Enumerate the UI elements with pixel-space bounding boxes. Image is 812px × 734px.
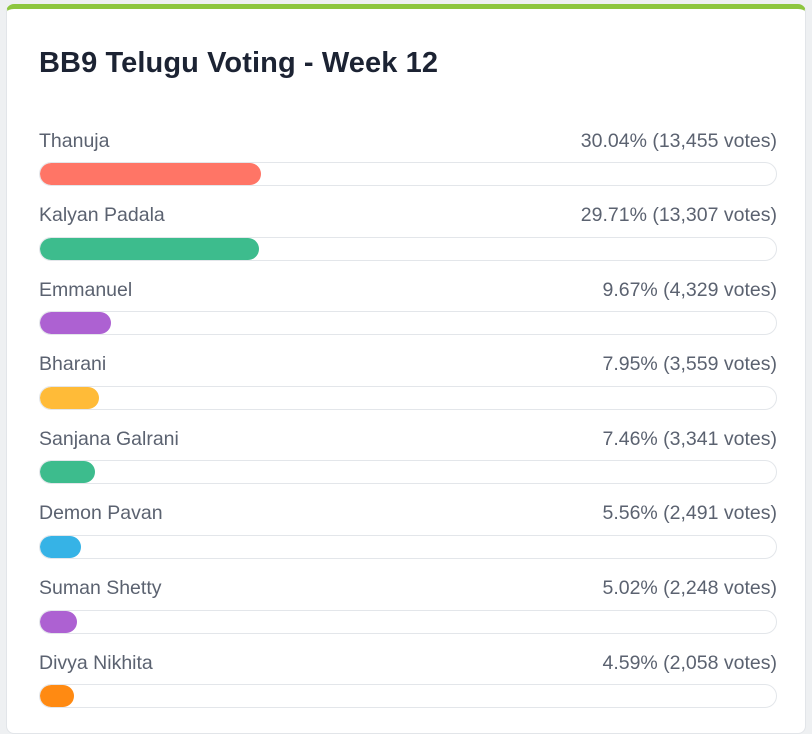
- vote-bar-track: [39, 162, 777, 186]
- vote-bar-track: [39, 236, 777, 261]
- candidate-name: Sanjana Galrani: [39, 427, 179, 450]
- result-row-suman-shetty: Suman Shetty 5.02% (2,248 votes): [39, 575, 777, 650]
- vote-result: 29.71% (13,307 votes): [580, 204, 777, 227]
- candidate-name: Kalyan Padala: [39, 204, 165, 227]
- candidate-name: Emmanuel: [39, 278, 133, 301]
- vote-bar-track: [39, 460, 777, 485]
- vote-result: 30.04% (13,455 votes): [580, 129, 777, 152]
- vote-bar-track: [39, 609, 777, 634]
- results-list: Thanuja 30.04% (13,455 votes) Kalyan Pad…: [39, 127, 777, 724]
- vote-bar-fill: [40, 461, 95, 484]
- vote-result: 9.67% (4,329 votes): [602, 278, 777, 301]
- vote-bar-fill: [40, 386, 99, 409]
- candidate-name: Divya Nikhita: [39, 651, 153, 674]
- vote-bar-fill: [40, 163, 262, 185]
- poll-results-card: BB9 Telugu Voting - Week 12 Thanuja 30.0…: [6, 4, 806, 734]
- poll-title: BB9 Telugu Voting - Week 12: [39, 47, 439, 79]
- candidate-name: Bharani: [39, 353, 107, 376]
- result-row-sanjana-galrani: Sanjana Galrani 7.46% (3,341 votes): [39, 425, 777, 500]
- result-row-emmanuel: Emmanuel 9.67% (4,329 votes): [39, 276, 777, 351]
- candidate-name: Suman Shetty: [39, 577, 162, 600]
- vote-bar-track: [39, 385, 777, 410]
- result-row-divya-nikhita: Divya Nikhita 4.59% (2,058 votes): [39, 649, 777, 724]
- candidate-name: Thanuja: [39, 129, 110, 152]
- vote-result: 5.02% (2,248 votes): [602, 577, 777, 600]
- vote-result: 4.59% (2,058 votes): [602, 651, 777, 674]
- vote-bar-fill: [40, 685, 74, 708]
- result-row-thanuja: Thanuja 30.04% (13,455 votes): [39, 127, 777, 202]
- result-row-demon-pavan: Demon Pavan 5.56% (2,491 votes): [39, 500, 777, 575]
- vote-bar-fill: [40, 312, 112, 335]
- result-row-kalyan-padala: Kalyan Padala 29.71% (13,307 votes): [39, 202, 777, 277]
- vote-result: 7.95% (3,559 votes): [602, 353, 777, 376]
- vote-bar-fill: [40, 535, 81, 558]
- vote-bar-track: [39, 534, 777, 559]
- vote-result: 5.56% (2,491 votes): [602, 502, 777, 525]
- vote-bar-fill: [40, 610, 77, 633]
- result-row-bharani: Bharani 7.95% (3,559 votes): [39, 351, 777, 426]
- candidate-name: Demon Pavan: [39, 502, 163, 525]
- vote-bar-fill: [40, 237, 259, 260]
- vote-bar-track: [39, 684, 777, 709]
- vote-bar-track: [39, 311, 777, 336]
- vote-result: 7.46% (3,341 votes): [602, 427, 777, 450]
